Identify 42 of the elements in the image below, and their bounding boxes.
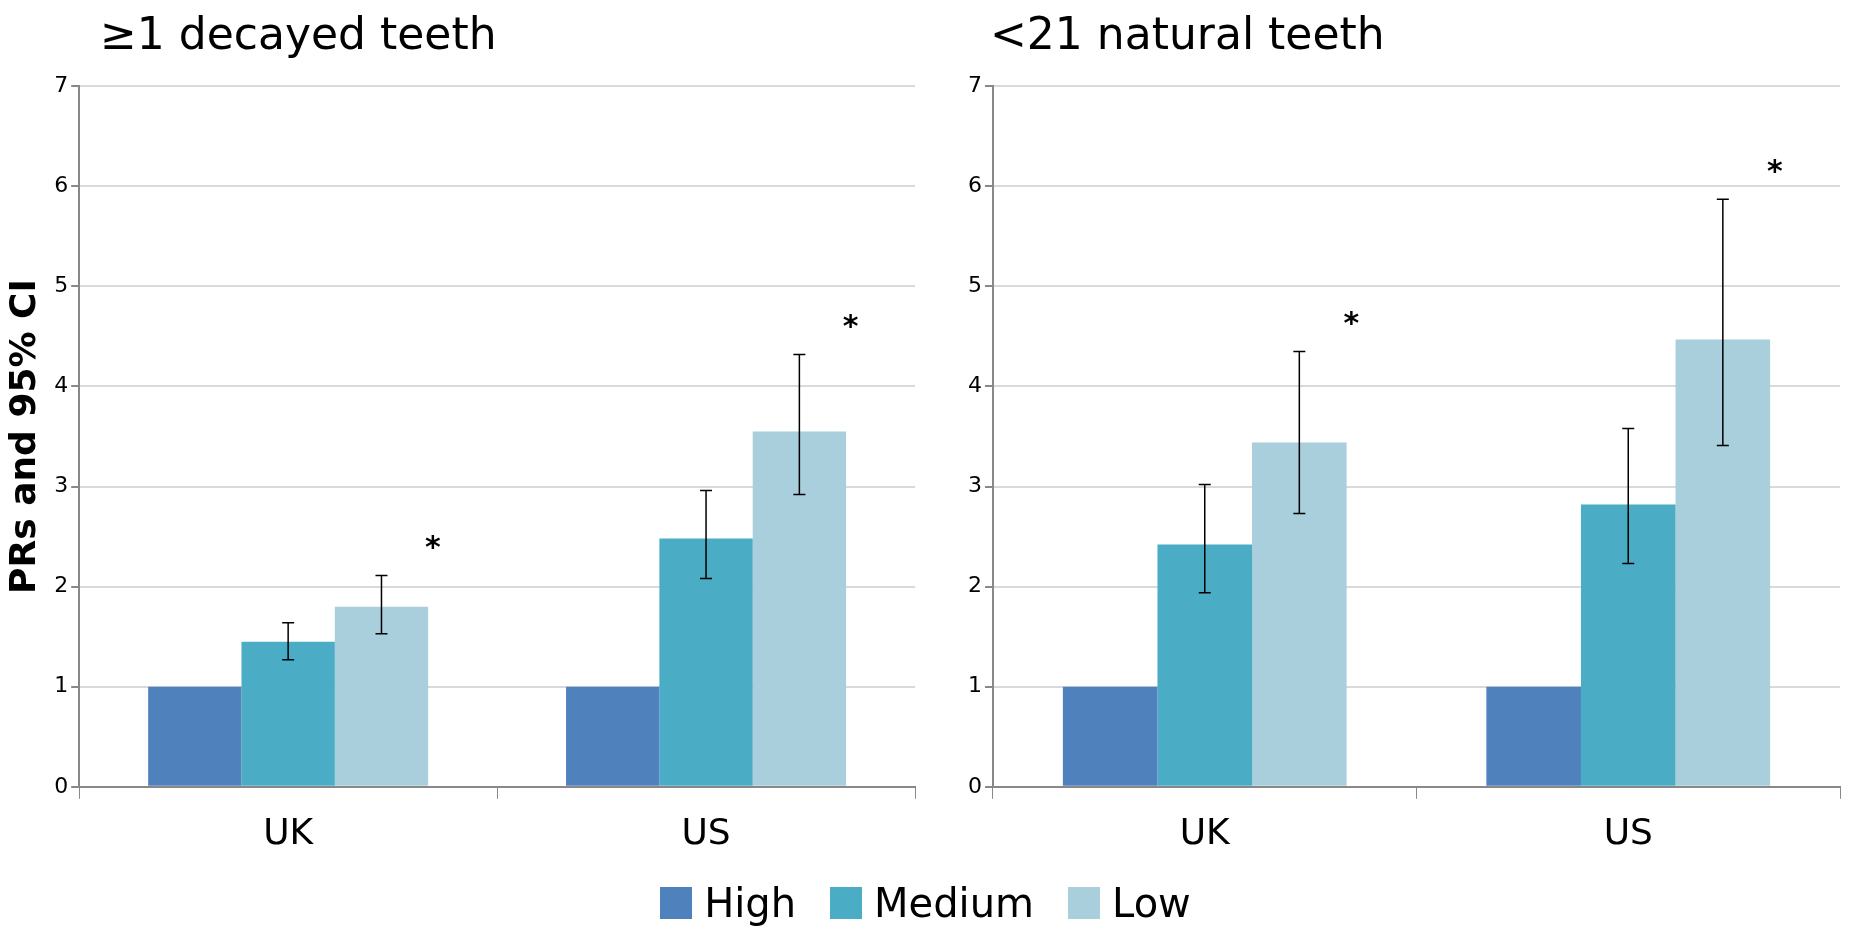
y-axis-title: PRs and 95% CI xyxy=(1,279,43,594)
y-tick-label: 1 xyxy=(968,672,982,698)
bar xyxy=(1675,339,1771,786)
x-tick-label: UK xyxy=(1179,810,1232,852)
chart-title: ≥1 decayed teeth xyxy=(100,8,497,59)
bar xyxy=(334,606,429,786)
y-tick-label: 0 xyxy=(968,772,982,798)
annotation: * xyxy=(842,308,859,344)
y-tick-label: 4 xyxy=(968,372,982,398)
y-tick-label: 6 xyxy=(968,172,982,197)
x-tick-label: US xyxy=(1603,810,1653,852)
legend-label: High xyxy=(704,880,797,926)
bar xyxy=(1062,686,1158,786)
annotation: * xyxy=(424,529,441,565)
bar xyxy=(659,538,753,786)
bar xyxy=(752,431,847,786)
y-tick-label: 1 xyxy=(54,672,69,698)
y-tick-label: 2 xyxy=(54,572,69,598)
y-tick-label: 5 xyxy=(968,272,982,298)
y-tick-label: 5 xyxy=(54,272,69,298)
y-tick-label: 7 xyxy=(54,71,69,97)
bar xyxy=(1486,686,1581,786)
annotation: * xyxy=(1343,305,1360,341)
bar xyxy=(1157,544,1253,786)
y-tick-label: 2 xyxy=(968,572,982,598)
y-tick-label: 6 xyxy=(54,172,69,197)
legend-label: Low xyxy=(1112,880,1191,926)
y-tick-label: 0 xyxy=(54,772,69,798)
y-tick-label: 3 xyxy=(968,472,982,498)
bar xyxy=(1580,504,1676,786)
legend-label: Medium xyxy=(874,880,1035,926)
x-tick-label: US xyxy=(681,810,731,852)
bar xyxy=(566,686,660,786)
bar xyxy=(1252,442,1347,786)
x-tick-label: UK xyxy=(263,810,315,852)
bar xyxy=(148,686,242,786)
y-tick-label: 7 xyxy=(968,71,982,97)
y-tick-label: 4 xyxy=(54,372,69,398)
bar xyxy=(241,641,335,786)
y-tick-label: 3 xyxy=(54,472,69,498)
chart-title: <21 natural teeth xyxy=(990,8,1385,59)
annotation: * xyxy=(1767,153,1783,189)
